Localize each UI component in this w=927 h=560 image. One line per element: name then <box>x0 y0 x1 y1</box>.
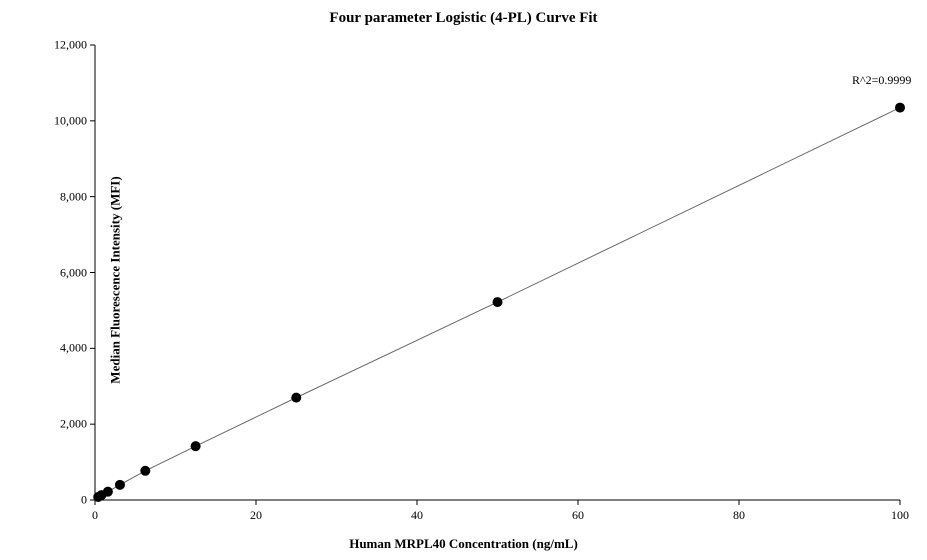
data-point <box>291 393 301 403</box>
y-tick-label: 2,000 <box>60 417 87 432</box>
y-tick-label: 0 <box>81 493 87 508</box>
y-tick-label: 8,000 <box>60 189 87 204</box>
x-tick-label: 0 <box>92 508 98 523</box>
data-point <box>103 487 113 497</box>
data-point <box>493 297 503 307</box>
chart-container: Four parameter Logistic (4-PL) Curve Fit… <box>0 0 927 560</box>
r-squared-annotation: R^2=0.9999 <box>852 73 911 88</box>
chart-svg <box>0 0 927 560</box>
data-point <box>191 441 201 451</box>
y-tick-label: 12,000 <box>54 38 87 53</box>
y-tick-label: 6,000 <box>60 265 87 280</box>
x-tick-label: 20 <box>250 508 262 523</box>
y-tick-label: 10,000 <box>54 113 87 128</box>
data-point <box>895 103 905 113</box>
data-point <box>115 480 125 490</box>
data-point <box>140 466 150 476</box>
x-tick-label: 40 <box>411 508 423 523</box>
y-tick-label: 4,000 <box>60 341 87 356</box>
x-tick-label: 60 <box>572 508 584 523</box>
x-tick-label: 80 <box>733 508 745 523</box>
x-tick-label: 100 <box>891 508 909 523</box>
